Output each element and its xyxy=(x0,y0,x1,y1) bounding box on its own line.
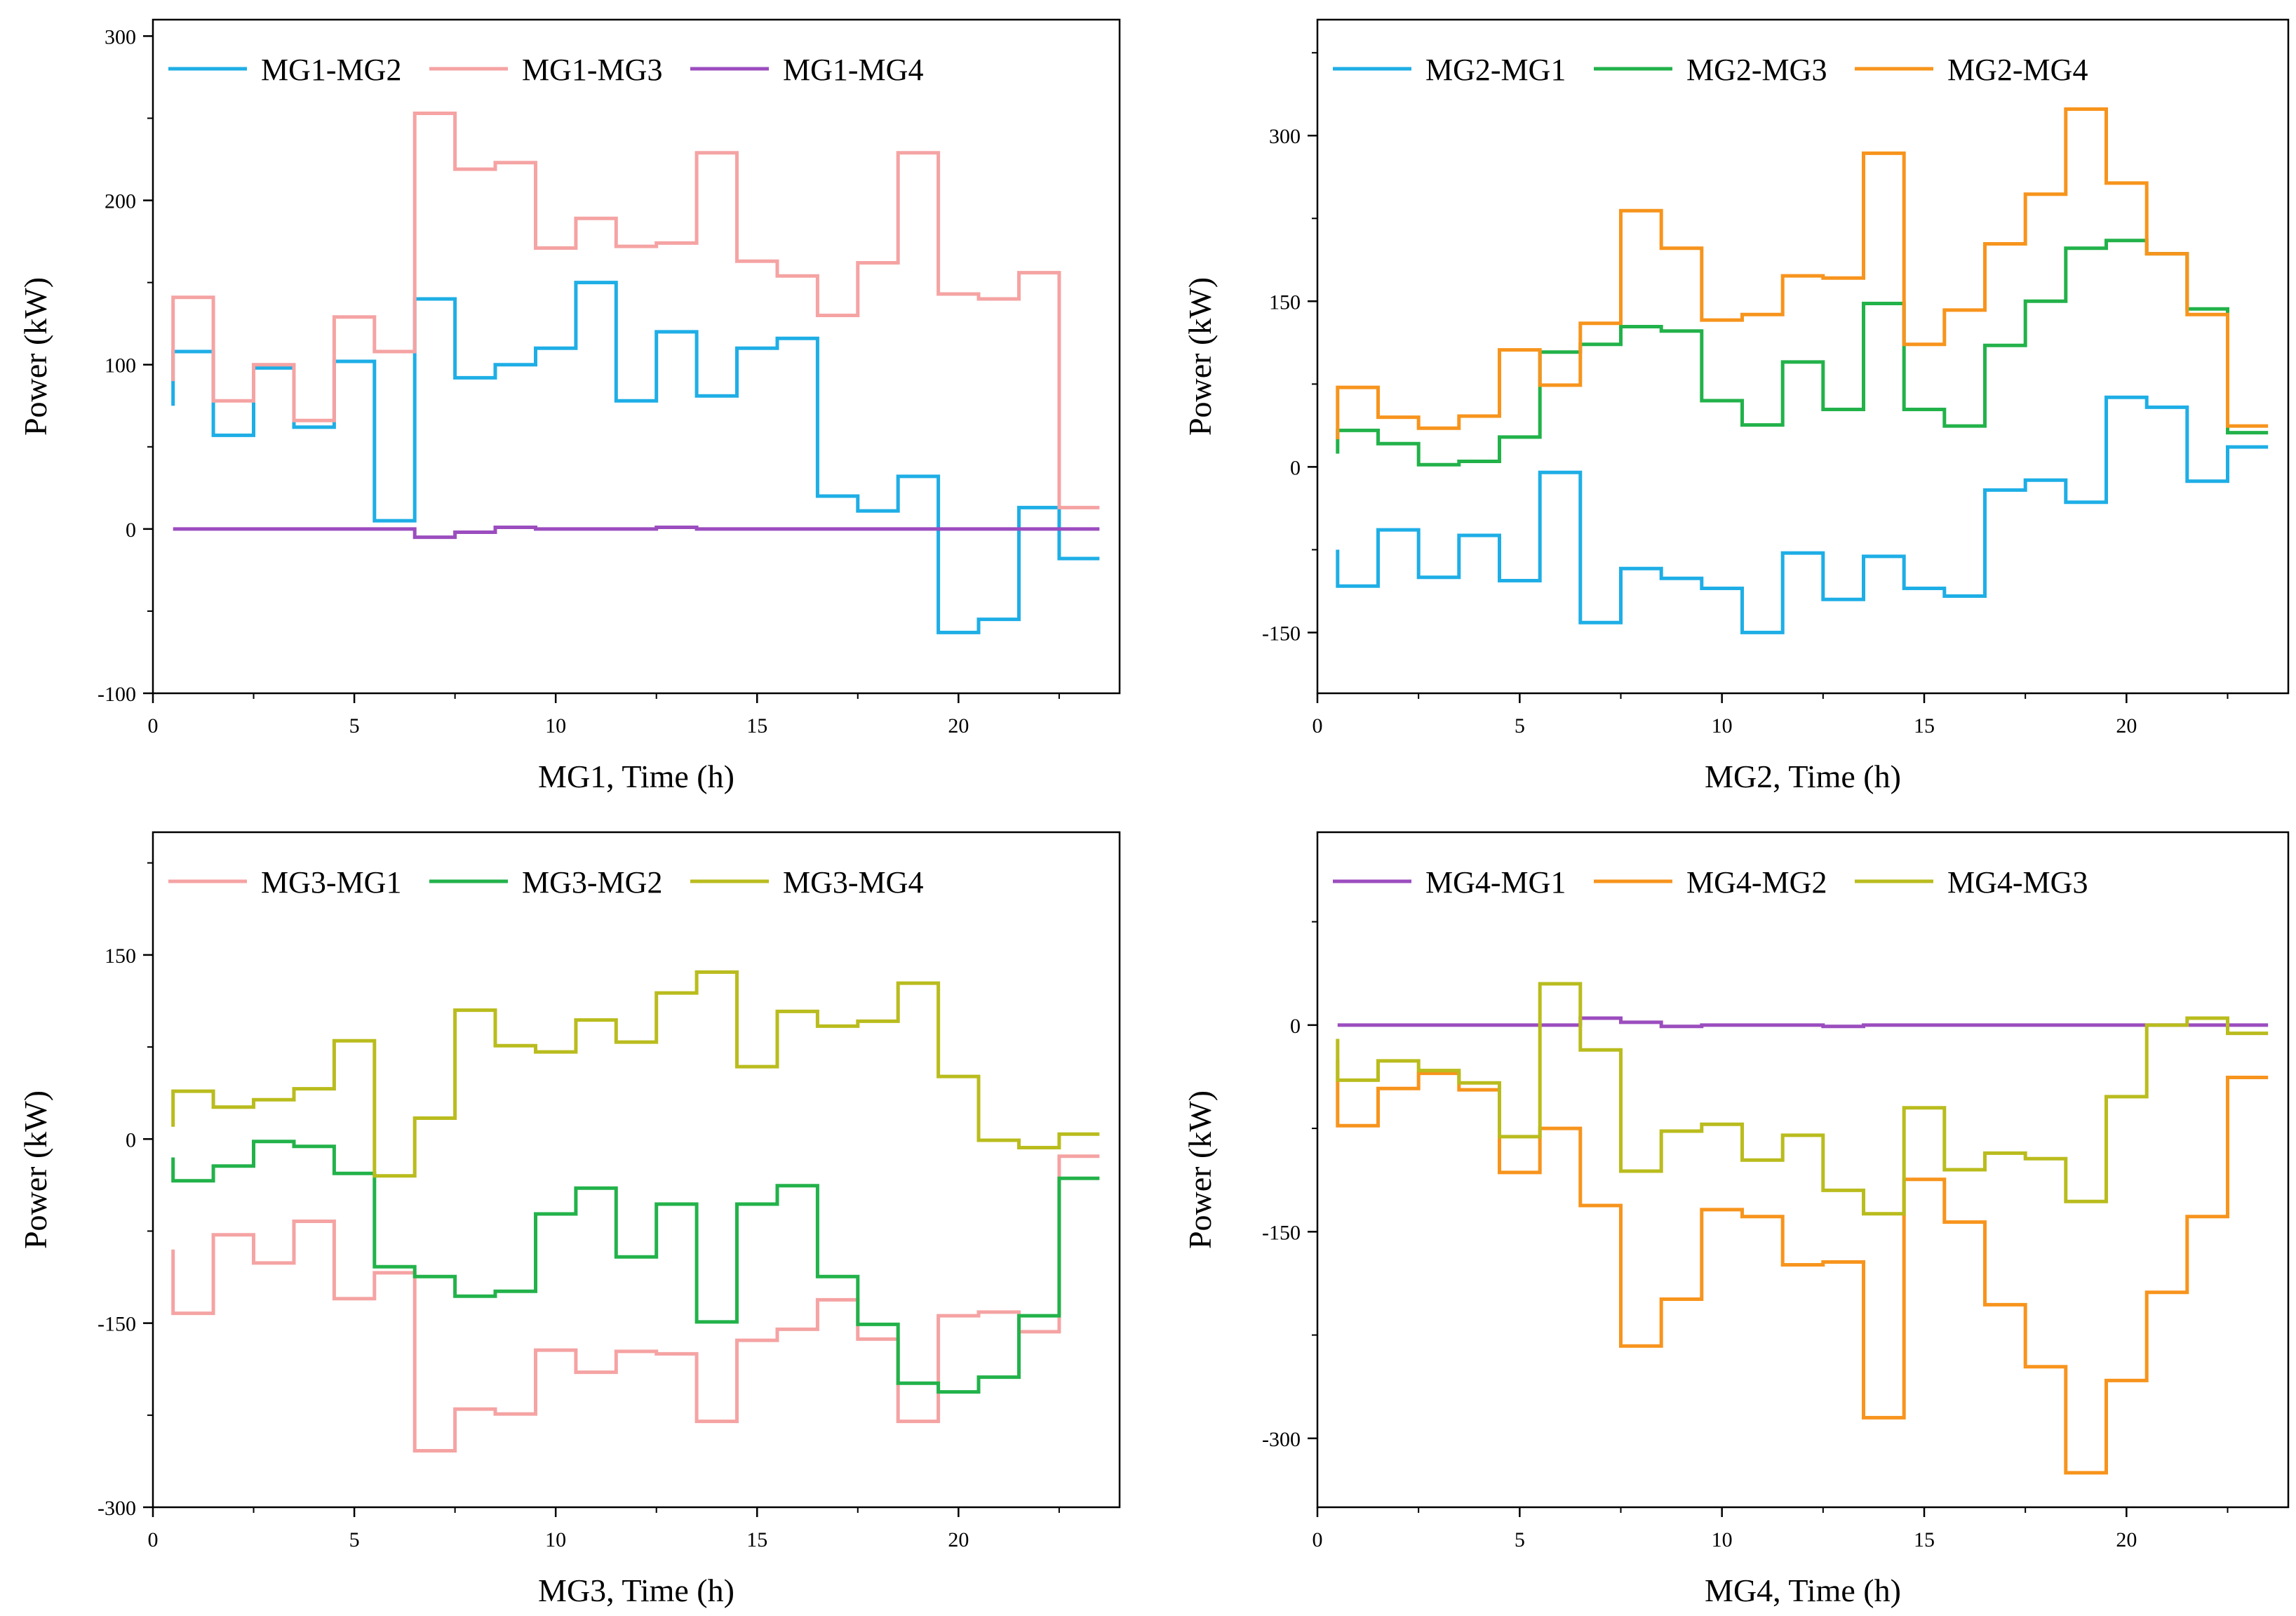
legend-label-mg4-mg1: MG4-MG1 xyxy=(1425,865,1566,900)
mg3-x-tick-label: 10 xyxy=(545,1528,566,1551)
mg3-x-axis-label: MG3, Time (h) xyxy=(538,1572,734,1608)
mg3-x-tick-label: 0 xyxy=(148,1528,159,1551)
series-line-mg4-mg3 xyxy=(1336,982,2269,1216)
mg4-x-tick-label: 20 xyxy=(2116,1528,2137,1551)
mg3-x-tick-label: 5 xyxy=(349,1528,360,1551)
mg1-x-tick-label: 20 xyxy=(948,714,969,737)
mg4-x-tick-label: 15 xyxy=(1914,1528,1935,1551)
series-line-mg2-mg4 xyxy=(1336,107,2269,439)
mg1-x-tick-label: 5 xyxy=(349,714,360,737)
mg4-x-tick-label: 10 xyxy=(1712,1528,1733,1551)
legend-label-mg2-mg4: MG2-MG4 xyxy=(1947,53,2088,87)
mg3-y-tick-label: -300 xyxy=(98,1497,136,1520)
mg3-y-tick-label: 150 xyxy=(105,944,136,968)
mg4-y-tick-label: -150 xyxy=(1262,1221,1301,1244)
mg1-x-tick-label: 15 xyxy=(746,714,767,737)
mg2-x-tick-label: 10 xyxy=(1712,714,1733,737)
mg2-x-tick-label: 15 xyxy=(1914,714,1935,737)
chart-mg3: 0 5 10 15 20 -300 -150 0 150 MG3, Time (h) Power (… xyxy=(18,831,1121,1608)
mg1-y-axis-label: Power (kW) xyxy=(18,277,53,436)
mg2-y-tick-label: 150 xyxy=(1269,291,1301,314)
mg2-y-axis-label: Power (kW) xyxy=(1182,277,1218,436)
series-line-mg1-mg4 xyxy=(173,526,1100,540)
chart-mg1: 0 5 10 15 20 -100 0 100 200 300 MG1, Time (h) Power… xyxy=(18,18,1121,794)
legend-label-mg2-mg1: MG2-MG1 xyxy=(1425,53,1566,87)
series-line-mg3-mg4 xyxy=(171,970,1100,1178)
mg1-x-tick-label: 0 xyxy=(148,714,159,737)
mg2-y-tick-label: -150 xyxy=(1262,622,1301,645)
mg2-y-tick-label: 300 xyxy=(1269,125,1301,148)
series-line-mg4-mg2 xyxy=(1336,1059,2269,1475)
chart-mg4: 0 5 10 15 20 -300 -150 0 MG4, Time (h) Power (kW)… xyxy=(1182,831,2290,1608)
mg2-plot-frame xyxy=(1316,18,2290,695)
mg3-x-tick-label: 20 xyxy=(948,1528,969,1551)
mg3-y-tick-label: 0 xyxy=(126,1128,136,1151)
series-line-mg1-mg3 xyxy=(171,112,1100,509)
mg2-x-tick-label: 0 xyxy=(1313,714,1323,737)
mg3-plot-frame xyxy=(152,831,1121,1509)
mg1-y-tick-label: 100 xyxy=(105,354,136,378)
mg1-x-tick-label: 10 xyxy=(545,714,566,737)
mg2-x-tick-label: 5 xyxy=(1515,714,1525,737)
legend-label-mg1-mg4: MG1-MG4 xyxy=(783,53,923,87)
series-line-mg2-mg3 xyxy=(1336,239,2269,467)
legend-label-mg1-mg2: MG1-MG2 xyxy=(261,53,401,87)
mg1-y-tick-label: 0 xyxy=(126,519,136,542)
mg4-y-tick-label: 0 xyxy=(1290,1015,1301,1038)
mg3-y-axis-label: Power (kW) xyxy=(18,1090,53,1249)
mg3-y-tick-label: -150 xyxy=(98,1313,136,1336)
mg3-x-tick-label: 15 xyxy=(746,1528,767,1551)
mg4-x-tick-label: 0 xyxy=(1313,1528,1323,1551)
mg1-y-tick-label: -100 xyxy=(98,683,136,706)
legend-label-mg2-mg3: MG2-MG3 xyxy=(1686,53,1827,87)
mg1-plot-frame xyxy=(152,18,1121,695)
mg2-y-tick-label: 0 xyxy=(1290,456,1301,479)
legend-label-mg1-mg3: MG1-MG3 xyxy=(522,53,662,87)
mg4-y-tick-label: -300 xyxy=(1262,1428,1301,1451)
chart-mg2: 0 5 10 15 20 -150 0 150 300 MG2, Time (h) Power (k… xyxy=(1182,18,2290,794)
mg4-plot-frame xyxy=(1316,831,2290,1509)
mg4-y-axis-label: Power (kW) xyxy=(1182,1090,1218,1249)
legend-label-mg3-mg1: MG3-MG1 xyxy=(261,865,401,900)
mg1-y-tick-label: 300 xyxy=(105,25,136,48)
mg2-x-tick-label: 20 xyxy=(2116,714,2137,737)
series-line-mg2-mg1 xyxy=(1336,395,2269,634)
legend-label-mg4-mg2: MG4-MG2 xyxy=(1686,865,1827,900)
mg1-y-tick-label: 200 xyxy=(105,190,136,213)
series-line-mg3-mg2 xyxy=(171,1140,1100,1394)
series-line-mg4-mg1 xyxy=(1337,1016,2269,1029)
mg4-x-tick-label: 5 xyxy=(1515,1528,1525,1551)
legend-label-mg3-mg4: MG3-MG4 xyxy=(783,865,923,900)
legend-label-mg4-mg3: MG4-MG3 xyxy=(1947,865,2088,900)
mg2-x-axis-label: MG2, Time (h) xyxy=(1705,759,1901,794)
mg1-x-axis-label: MG1, Time (h) xyxy=(538,759,734,794)
mg4-x-axis-label: MG4, Time (h) xyxy=(1705,1572,1901,1608)
legend-label-mg3-mg2: MG3-MG2 xyxy=(522,865,662,900)
